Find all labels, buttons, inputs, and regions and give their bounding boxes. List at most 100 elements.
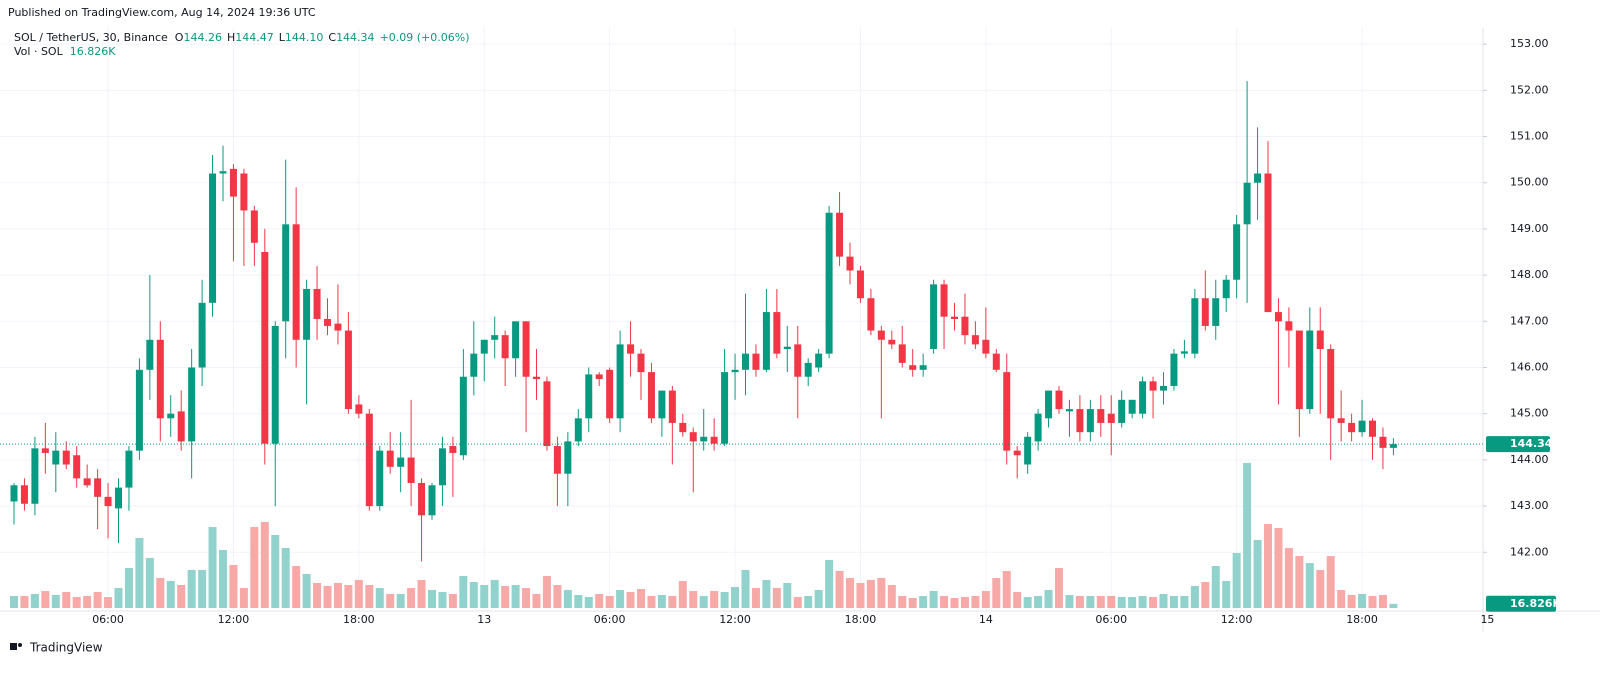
candles [10,81,1397,562]
candle-body [501,335,509,359]
candle-body [1254,173,1262,183]
volume-bar [1253,540,1262,608]
candle-body [41,448,49,453]
brand-name: TradingView [29,641,103,655]
volume-bar [156,578,165,608]
logo-mark [10,643,17,650]
candle-body [553,446,561,474]
candle-body [104,496,112,507]
volume-bar [981,591,990,608]
volume-bar [1075,596,1084,608]
candle-body [783,346,791,350]
volume-bar [699,596,708,608]
volume-bar [1295,556,1304,608]
volume-bar [940,596,949,608]
candle-body [1369,420,1376,437]
last-price-label: 144.34 [1510,437,1553,450]
candle-body [156,339,164,419]
volume-bar [563,590,572,608]
volume-bar [354,580,363,608]
volume-bar [292,566,301,608]
volume-bar [992,578,1001,608]
volume-bar [145,558,154,608]
volume-bar [30,594,39,608]
candle-body [73,455,81,479]
y-tick-label: 143.00 [1510,499,1549,512]
volume-bar [689,591,698,608]
volume-bar [187,570,196,608]
legend-line: SOL / TetherUS, 30, Binance O144.26 H144.4… [14,31,470,44]
volume-bar [574,595,583,608]
candle-body [334,323,342,331]
volume-bar [124,568,133,608]
volume-bar [971,596,980,608]
ohlc-value: 144.47 [235,31,274,44]
candle-body [1034,413,1042,442]
legend-change: +0.09 (+0.06%) [380,31,470,44]
candle-body [888,339,896,345]
last-price-tag [1486,436,1550,453]
candle-body [742,353,749,370]
volume-bar [887,585,896,608]
candle-body [1222,279,1230,299]
volume-bar [835,571,844,608]
volume-bar [960,597,969,608]
volume-bar [10,596,18,608]
volume-bar [83,596,92,608]
candle-body [1128,399,1136,414]
candle-body [397,457,405,467]
volume-bar [657,595,666,608]
x-tick-label: 13 [477,613,491,626]
candle-body [700,436,708,442]
candle-body [449,446,457,453]
volume-bar [1086,596,1095,608]
candle-body [1264,173,1272,313]
volume-bar [1368,596,1377,608]
candle-body [1348,422,1356,433]
candle-body [52,450,60,465]
y-tick-label: 150.00 [1510,176,1549,189]
candle-body [1024,436,1032,465]
volume-bar [438,592,447,608]
x-tick-label: 14 [979,613,993,626]
candle-body [1065,409,1073,412]
candle-body [135,369,143,451]
volume-bar [637,589,645,608]
candle-body [856,270,864,299]
candle-body [1233,224,1241,280]
candle-body [1295,330,1303,410]
volume-bar [511,585,520,608]
volume-bar [793,597,802,608]
x-tick-label: 15 [1480,613,1494,626]
candle-body [679,422,687,433]
candle-body [961,316,969,336]
candle-body [282,224,290,322]
candle-body [574,418,582,442]
volume-bar [898,596,907,608]
candle-body [188,367,196,442]
y-tick-label: 147.00 [1510,314,1549,327]
candle-body [1201,298,1209,326]
volume-bar [814,590,823,608]
volume-bar [1190,586,1199,608]
candle-body [376,450,384,507]
volume-bar [1305,563,1314,608]
candle-body [951,316,958,319]
last-volume-tag [1486,595,1556,612]
candle-body [1191,298,1199,354]
candle-body [94,478,102,497]
ohlc-key: L [279,31,286,44]
candle-body [992,353,1000,370]
x-tick-label: 12:00 [1221,613,1253,626]
volume-bar [93,592,102,608]
volume-bar [1138,596,1147,608]
ohlc-key: C [328,31,336,44]
ohlc-key: H [227,31,235,44]
volume-bar [772,588,781,608]
candle-body [898,344,906,363]
candle-body [10,485,18,502]
candle-body [658,390,666,419]
volume-bar [1169,596,1178,608]
